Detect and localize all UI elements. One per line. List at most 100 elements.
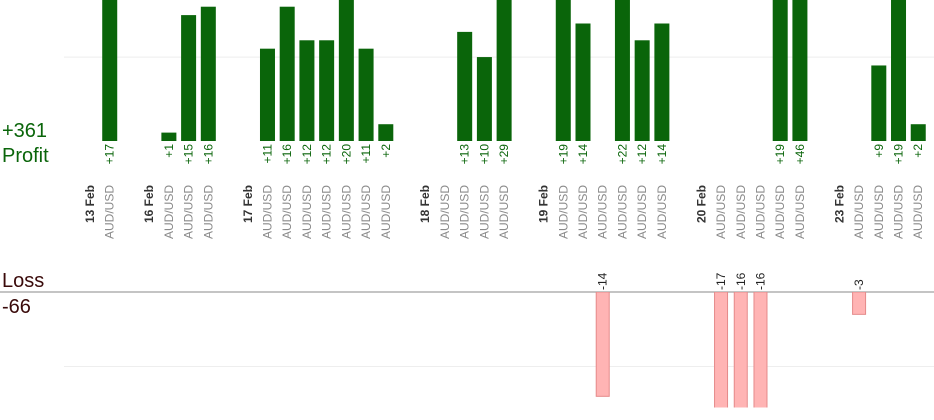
pair-label: AUD/USD: [615, 185, 629, 239]
profit-bar: [792, 0, 808, 141]
loss-bar: [753, 292, 768, 408]
loss-label: -16: [753, 272, 767, 290]
profit-bar: [575, 23, 591, 141]
pair-label: AUD/USD: [458, 185, 472, 239]
profit-label: +9: [872, 144, 886, 158]
pair-label: AUD/USD: [379, 185, 393, 239]
profit-bar: [772, 0, 788, 141]
loss-bar: [733, 292, 748, 408]
profit-label: +12: [635, 144, 649, 165]
loss-bar: [852, 292, 867, 315]
profit-label: +14: [655, 144, 669, 165]
pair-label: AUD/USD: [753, 185, 767, 239]
profit-label: +20: [339, 144, 353, 165]
profit-bar: [378, 124, 394, 141]
profit-label: +46: [793, 144, 807, 165]
profit-bar: [457, 31, 473, 141]
pair-label: AUD/USD: [320, 185, 334, 239]
loss-title: Loss: [2, 270, 44, 292]
loss-label: -14: [596, 272, 610, 290]
profit-bar: [338, 0, 354, 141]
pair-label: AUD/USD: [359, 185, 373, 239]
pair-label: AUD/USD: [339, 185, 353, 239]
profit-bar: [654, 23, 670, 141]
pair-label: AUD/USD: [438, 185, 452, 239]
profit-bar: [200, 6, 216, 141]
date-label: 13 Feb: [83, 185, 97, 223]
profit-bar: [476, 57, 492, 141]
pair-label: AUD/USD: [103, 185, 117, 239]
profit-bar: [259, 48, 275, 141]
profit-bar: [161, 132, 177, 141]
profit-bar: [555, 0, 571, 141]
pair-label: AUD/USD: [596, 185, 610, 239]
date-label: 18 Feb: [418, 185, 432, 223]
profit-label: +13: [458, 144, 472, 165]
profit-bar: [496, 0, 512, 141]
profit-bar: [614, 0, 630, 141]
profit-bar: [358, 48, 374, 141]
profit-label: +17: [103, 144, 117, 165]
profit-label: +11: [260, 144, 274, 164]
pair-label: AUD/USD: [162, 185, 176, 239]
loss-label: -17: [714, 272, 728, 290]
profit-label: +11: [359, 144, 373, 164]
pair-label: AUD/USD: [497, 185, 511, 239]
profit-bar: [319, 40, 335, 141]
profit-label: +10: [477, 144, 491, 165]
pair-label: AUD/USD: [852, 185, 866, 239]
profit-label: +1: [162, 144, 176, 158]
pair-label: AUD/USD: [260, 185, 274, 239]
profit-label: +12: [300, 144, 314, 165]
loss-label: -16: [734, 272, 748, 290]
profit-bars: [102, 0, 926, 141]
pair-label: AUD/USD: [793, 185, 807, 239]
profit-title: Profit: [2, 145, 49, 167]
pair-label: AUD/USD: [182, 185, 196, 239]
pair-label: AUD/USD: [576, 185, 590, 239]
date-label: 20 Feb: [694, 185, 708, 223]
profit-bar: [891, 0, 907, 141]
profit-label: +12: [320, 144, 334, 165]
profit-label: +14: [576, 144, 590, 165]
profit-bar: [634, 40, 650, 141]
pair-label: AUD/USD: [280, 185, 294, 239]
profit-label: +16: [280, 144, 294, 165]
pair-label: AUD/USD: [734, 185, 748, 239]
date-label: 16 Feb: [142, 185, 156, 223]
pair-label: AUD/USD: [201, 185, 215, 239]
pair-label: AUD/USD: [872, 185, 886, 239]
profit-bar: [181, 15, 197, 141]
pair-label: AUD/USD: [773, 185, 787, 239]
profit-bar: [279, 6, 295, 141]
pair-label: AUD/USD: [300, 185, 314, 239]
profit-label: +22: [615, 144, 629, 165]
date-label: 17 Feb: [241, 185, 255, 223]
loss-bar: [714, 292, 729, 408]
loss-total: -66: [2, 296, 31, 318]
pair-label: AUD/USD: [635, 185, 649, 239]
date-label: 19 Feb: [537, 185, 551, 223]
loss-bar: [595, 292, 610, 397]
pair-label: AUD/USD: [477, 185, 491, 239]
profit-label: +29: [497, 144, 511, 165]
profit-label: +19: [556, 144, 570, 165]
loss-label: -3: [852, 279, 866, 290]
profit-label: +2: [911, 144, 925, 158]
date-label: 23 Feb: [832, 185, 846, 223]
pair-label: AUD/USD: [655, 185, 669, 239]
profit-label: +19: [773, 144, 787, 165]
profit-bar: [910, 124, 926, 141]
profit-bar: [871, 65, 887, 141]
pair-label: AUD/USD: [892, 185, 906, 239]
profit-label: +2: [379, 144, 393, 158]
pair-label: AUD/USD: [911, 185, 925, 239]
loss-bars: [595, 292, 867, 408]
profit-label: +16: [201, 144, 215, 165]
profit-label: +15: [182, 144, 196, 165]
pair-label: AUD/USD: [714, 185, 728, 239]
pair-label: AUD/USD: [556, 185, 570, 239]
profit-bar: [299, 40, 315, 141]
profit-label: +19: [892, 144, 906, 165]
